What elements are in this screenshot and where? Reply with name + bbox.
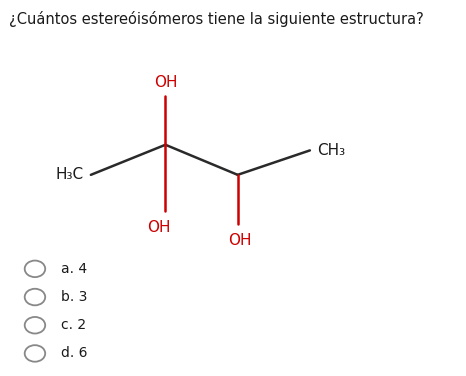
Text: OH: OH xyxy=(154,75,177,90)
Text: OH: OH xyxy=(228,233,252,248)
Text: CH₃: CH₃ xyxy=(317,143,345,158)
Text: d. 6: d. 6 xyxy=(61,346,87,361)
Text: c. 2: c. 2 xyxy=(61,318,86,332)
Text: a. 4: a. 4 xyxy=(61,262,87,276)
Text: b. 3: b. 3 xyxy=(61,290,87,304)
Text: ¿Cuántos estereóisómeros tiene la siguiente estructura?: ¿Cuántos estereóisómeros tiene la siguie… xyxy=(9,11,424,27)
Text: H₃C: H₃C xyxy=(56,167,84,182)
Text: OH: OH xyxy=(147,220,170,235)
